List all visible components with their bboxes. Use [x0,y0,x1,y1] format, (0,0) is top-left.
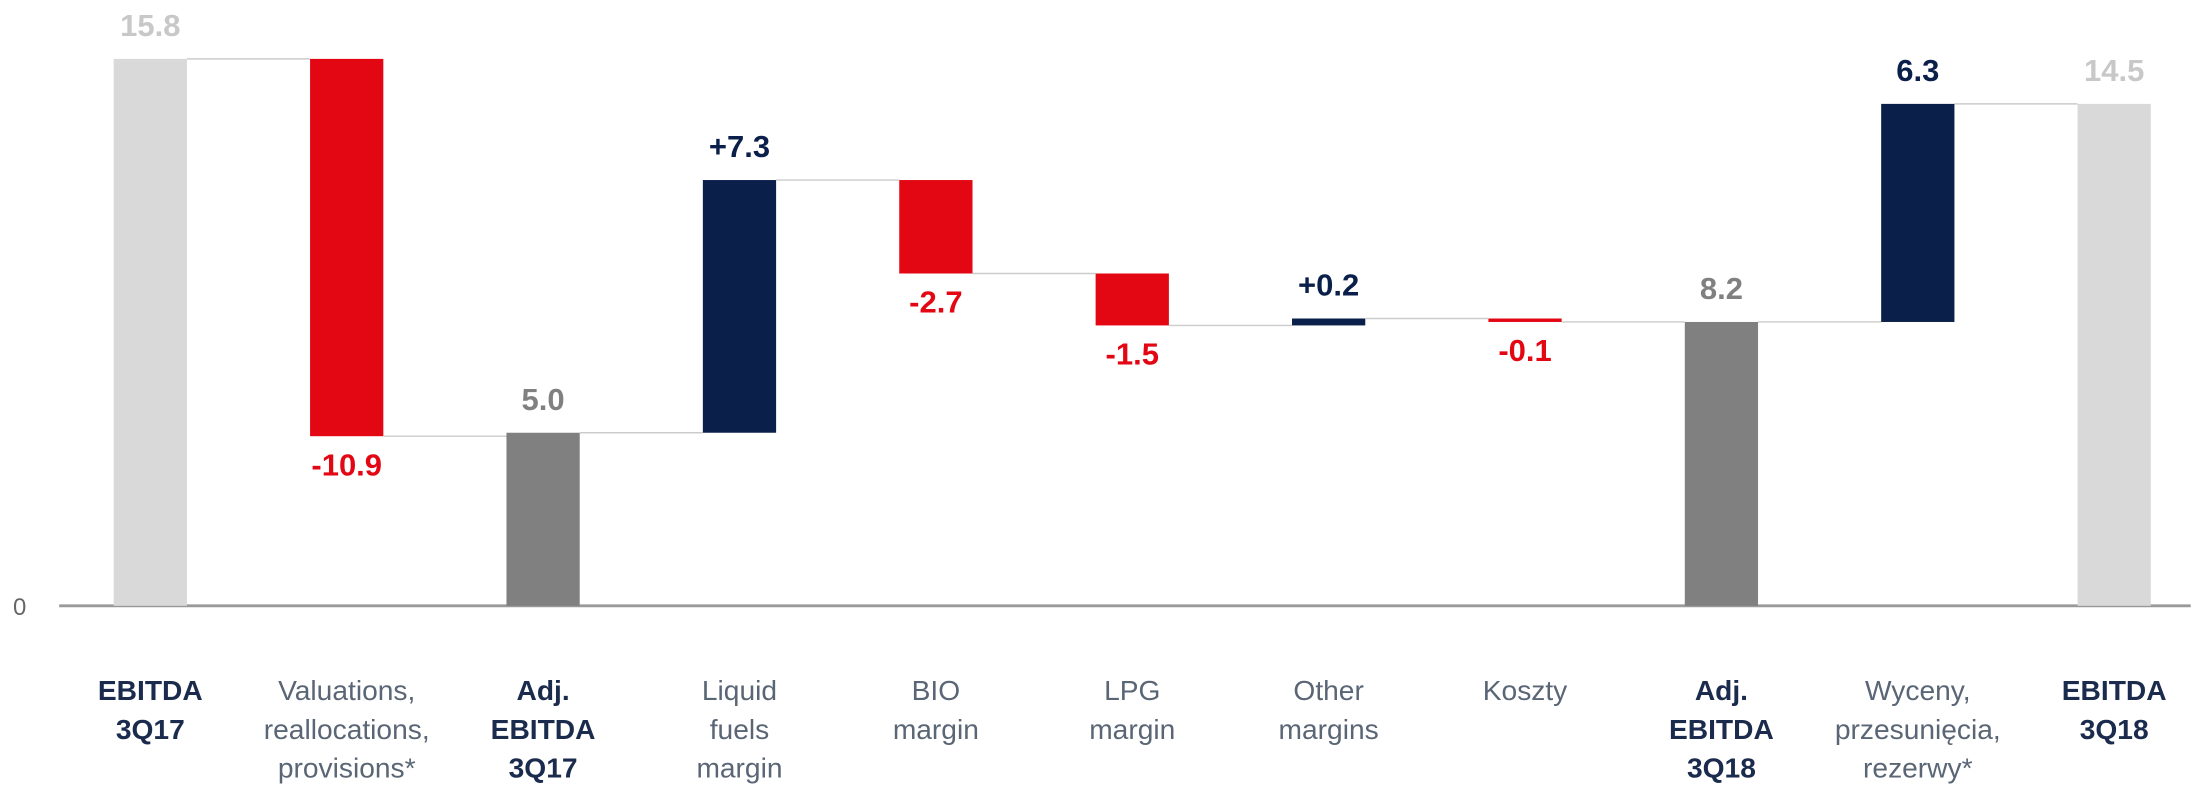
x-tick-label-line: Adj. [516,675,569,707]
bar [1292,318,1366,326]
bar [702,180,777,433]
bar [1881,103,1955,322]
x-tick-label-line: fuels [710,713,769,745]
x-tick-label-line: Other [1293,675,1363,707]
x-tick-label-line: margin [893,713,979,745]
x-tick-label: BIO margin [893,675,979,746]
x-tick-label-line: Adj. [1695,675,1748,707]
bar [310,58,384,437]
x-tick-label-line: margin [1089,713,1175,745]
value-label: 15.8 [120,8,180,43]
x-tick-label: EBITDA 3Q17 [98,675,203,746]
x-tick-label-line: BIO [912,675,961,707]
x-tick-label-line: Wyceny, [1865,675,1971,707]
x-tick-label-line: LPG [1104,675,1160,707]
x-tick-label-line: rezerwy* [1863,752,1973,784]
x-tick-label-line: 3Q17 [509,752,578,784]
x-tick-label-line: 3Q18 [1687,752,1756,784]
x-tick-label-line: EBITDA [98,675,203,707]
y-tick-label: 0 [13,594,26,621]
x-tick-label: LPG margin [1089,675,1175,746]
value-label: -0.1 [1498,333,1551,368]
value-label: +0.2 [1298,268,1359,303]
x-tick-label-line: margins [1279,713,1379,745]
bar [1095,273,1169,326]
x-tick-label: Adj. EBITDA 3Q18 [1669,675,1774,784]
x-tick-label-line: przesunięcia, [1835,713,2001,745]
x-tick-label-line: provisions* [278,752,416,784]
value-label: 6.3 [1896,53,1939,88]
value-label: 8.2 [1700,271,1743,306]
value-label: 14.5 [2084,53,2144,88]
bar [506,432,580,606]
value-label: +7.3 [709,129,770,164]
x-tick-label-line: 3Q18 [2080,713,2149,745]
value-label: -2.7 [909,285,962,320]
x-tick-label-line: Valuations, [278,675,415,707]
x-tick-label: Liquid fuels margin [696,675,782,784]
x-tick-label-line: EBITDA [491,713,596,745]
x-tick-label-line: EBITDA [1669,713,1774,745]
x-tick-label-line: Koszty [1483,675,1568,707]
bar [1488,318,1562,322]
x-tick-label-line: Liquid [702,675,777,707]
x-tick-label: Other margins [1279,675,1379,746]
value-label: -10.9 [311,447,382,482]
value-label: 5.0 [522,382,565,417]
bar [2077,103,2151,606]
x-tick-label: Adj. EBITDA 3Q17 [491,675,596,784]
x-tick-label-line: reallocations, [264,713,430,745]
bar [899,180,973,274]
x-tick-label-line: EBITDA [2062,675,2167,707]
x-tick-label: Koszty [1483,675,1568,707]
x-tick-label-line: 3Q17 [116,713,185,745]
bar [1684,321,1759,606]
x-tick-label: Wyceny, przesunięcia, rezerwy* [1835,675,2001,784]
bar [113,58,187,606]
x-tick-label-line: margin [696,752,782,784]
x-tick-label: Valuations, reallocations, provisions* [264,675,430,784]
value-label: -1.5 [1106,337,1159,372]
x-tick-label: EBITDA 3Q18 [2062,675,2167,746]
